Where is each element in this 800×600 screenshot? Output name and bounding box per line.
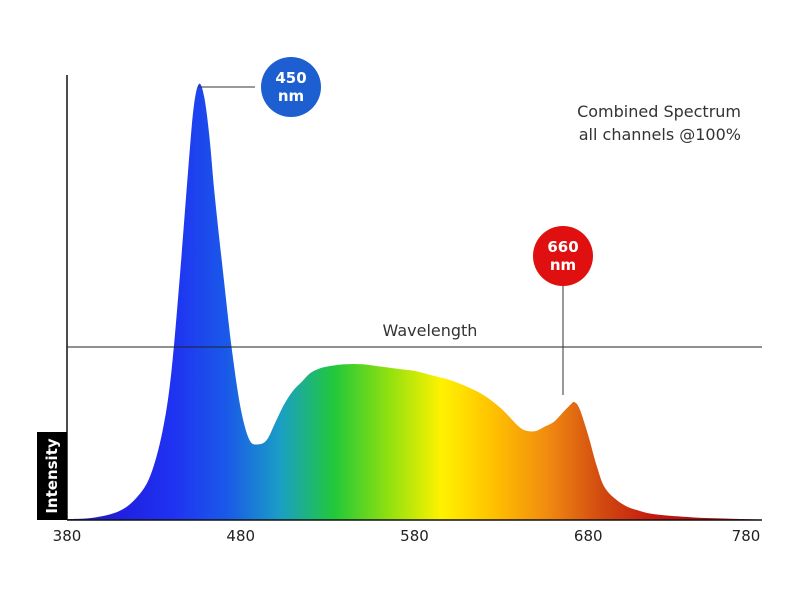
intensity-label-text: Intensity bbox=[43, 438, 61, 514]
x-tick-label-680: 680 bbox=[574, 527, 603, 545]
wavelength-label: Wavelength bbox=[383, 321, 478, 340]
callout-450-unit: nm bbox=[278, 87, 304, 105]
callout-660-unit: nm bbox=[550, 256, 576, 274]
callout-450: 450 nm bbox=[198, 57, 321, 117]
callout-660: 660 nm bbox=[533, 226, 593, 395]
callout-450-circle bbox=[261, 57, 321, 117]
x-tick-labels: 380 480 580 680 780 bbox=[53, 527, 761, 545]
spectrum-curve bbox=[67, 83, 762, 520]
annotation-line-1: Combined Spectrum bbox=[577, 102, 741, 121]
spectrum-area bbox=[67, 83, 762, 520]
x-tick-label-380: 380 bbox=[53, 527, 82, 545]
x-tick-label-780: 780 bbox=[732, 527, 761, 545]
intensity-label: Intensity bbox=[37, 432, 67, 520]
callout-660-circle bbox=[533, 226, 593, 286]
x-tick-label-580: 580 bbox=[400, 527, 429, 545]
callout-450-value: 450 bbox=[275, 69, 306, 87]
callout-660-value: 660 bbox=[547, 238, 578, 256]
x-tick-label-480: 480 bbox=[226, 527, 255, 545]
annotation-line-2: all channels @100% bbox=[579, 125, 741, 144]
intensity-label-box bbox=[37, 432, 67, 520]
